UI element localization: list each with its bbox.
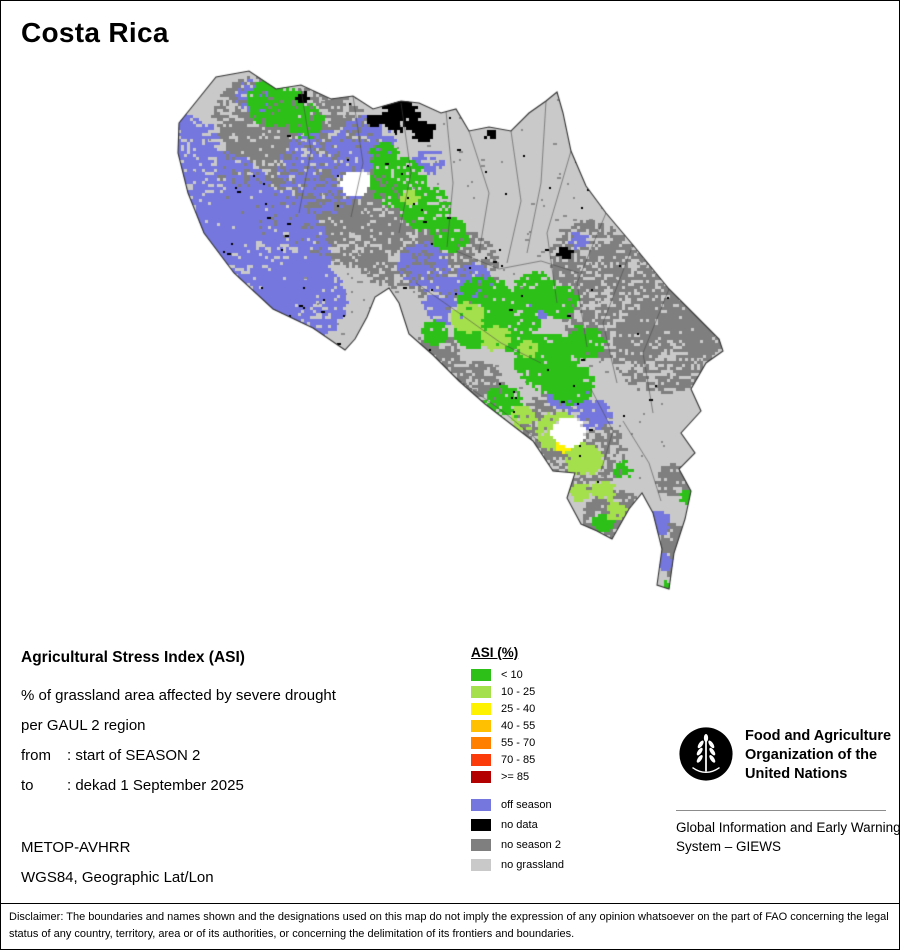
asi-description: % of grassland area affected by severe d… [21, 687, 336, 704]
projection-info: WGS84, Geographic Lat/Lon [21, 869, 214, 886]
fao-logo-icon [677, 725, 735, 783]
period-from-label: from [21, 747, 51, 764]
sensor-name: METOP-AVHRR [21, 839, 131, 856]
legend-swatch [471, 669, 491, 681]
legend-item-label: no grassland [501, 859, 564, 871]
legend-item: no data [471, 819, 564, 831]
legend-item: 40 - 55 [471, 720, 564, 732]
legend-swatch [471, 771, 491, 783]
page-title: Costa Rica [21, 17, 169, 48]
legend-item-label: no season 2 [501, 839, 561, 851]
period-to-label: to [21, 777, 34, 794]
legend-item-label: 25 - 40 [501, 703, 536, 715]
legend-item: 10 - 25 [471, 686, 564, 698]
legend-swatch [471, 720, 491, 732]
asi-heading: Agricultural Stress Index (ASI) [21, 649, 245, 666]
costa-rica-asi-map [1, 1, 900, 621]
legend-swatch [471, 703, 491, 715]
legend-swatch [471, 799, 491, 811]
legend-item: 55 - 70 [471, 737, 564, 749]
legend-swatch [471, 819, 491, 831]
legend-extra-classes: off season no data no season 2 no grassland [471, 799, 564, 871]
legend-item: no season 2 [471, 839, 564, 851]
legend-item: 70 - 85 [471, 754, 564, 766]
legend-item: 25 - 40 [471, 703, 564, 715]
legend-item-label: >= 85 [501, 771, 530, 783]
legend: ASI (%) < 10 10 - 25 25 - 40 40 - 55 55 - 70… [471, 645, 564, 879]
legend-swatch [471, 686, 491, 698]
giews-label: Global Information and Early Warning Sys… [676, 820, 900, 854]
period-to: to : dekad 1 September 2025 [21, 777, 244, 794]
legend-swatch [471, 737, 491, 749]
legend-item: < 10 [471, 669, 564, 681]
legend-swatch [471, 859, 491, 871]
legend-item-label: 40 - 55 [501, 720, 536, 732]
legend-swatch [471, 839, 491, 851]
period-to-value: : dekad 1 September 2025 [67, 777, 244, 794]
asi-region-level: per GAUL 2 region [21, 717, 146, 734]
legend-item: no grassland [471, 859, 564, 871]
legend-item: off season [471, 799, 564, 811]
legend-asi-classes: < 10 10 - 25 25 - 40 40 - 55 55 - 70 70 - 85 >… [471, 669, 564, 783]
legend-item-label: 55 - 70 [501, 737, 536, 749]
legend-item-label: off season [501, 799, 552, 811]
fao-divider [676, 810, 886, 811]
period-from: from : start of SEASON 2 [21, 747, 200, 764]
disclaimer-text: Disclaimer: The boundaries and names sho… [1, 903, 900, 951]
legend-item-label: 70 - 85 [501, 754, 536, 766]
legend-swatch [471, 754, 491, 766]
legend-item-label: 10 - 25 [501, 686, 536, 698]
legend-title: ASI (%) [471, 645, 519, 660]
fao-org-name: Food and Agriculture Organization of the… [745, 728, 892, 782]
legend-item-label: < 10 [501, 669, 523, 681]
legend-item-label: no data [501, 819, 538, 831]
legend-item: >= 85 [471, 771, 564, 783]
period-from-value: : start of SEASON 2 [67, 747, 201, 764]
